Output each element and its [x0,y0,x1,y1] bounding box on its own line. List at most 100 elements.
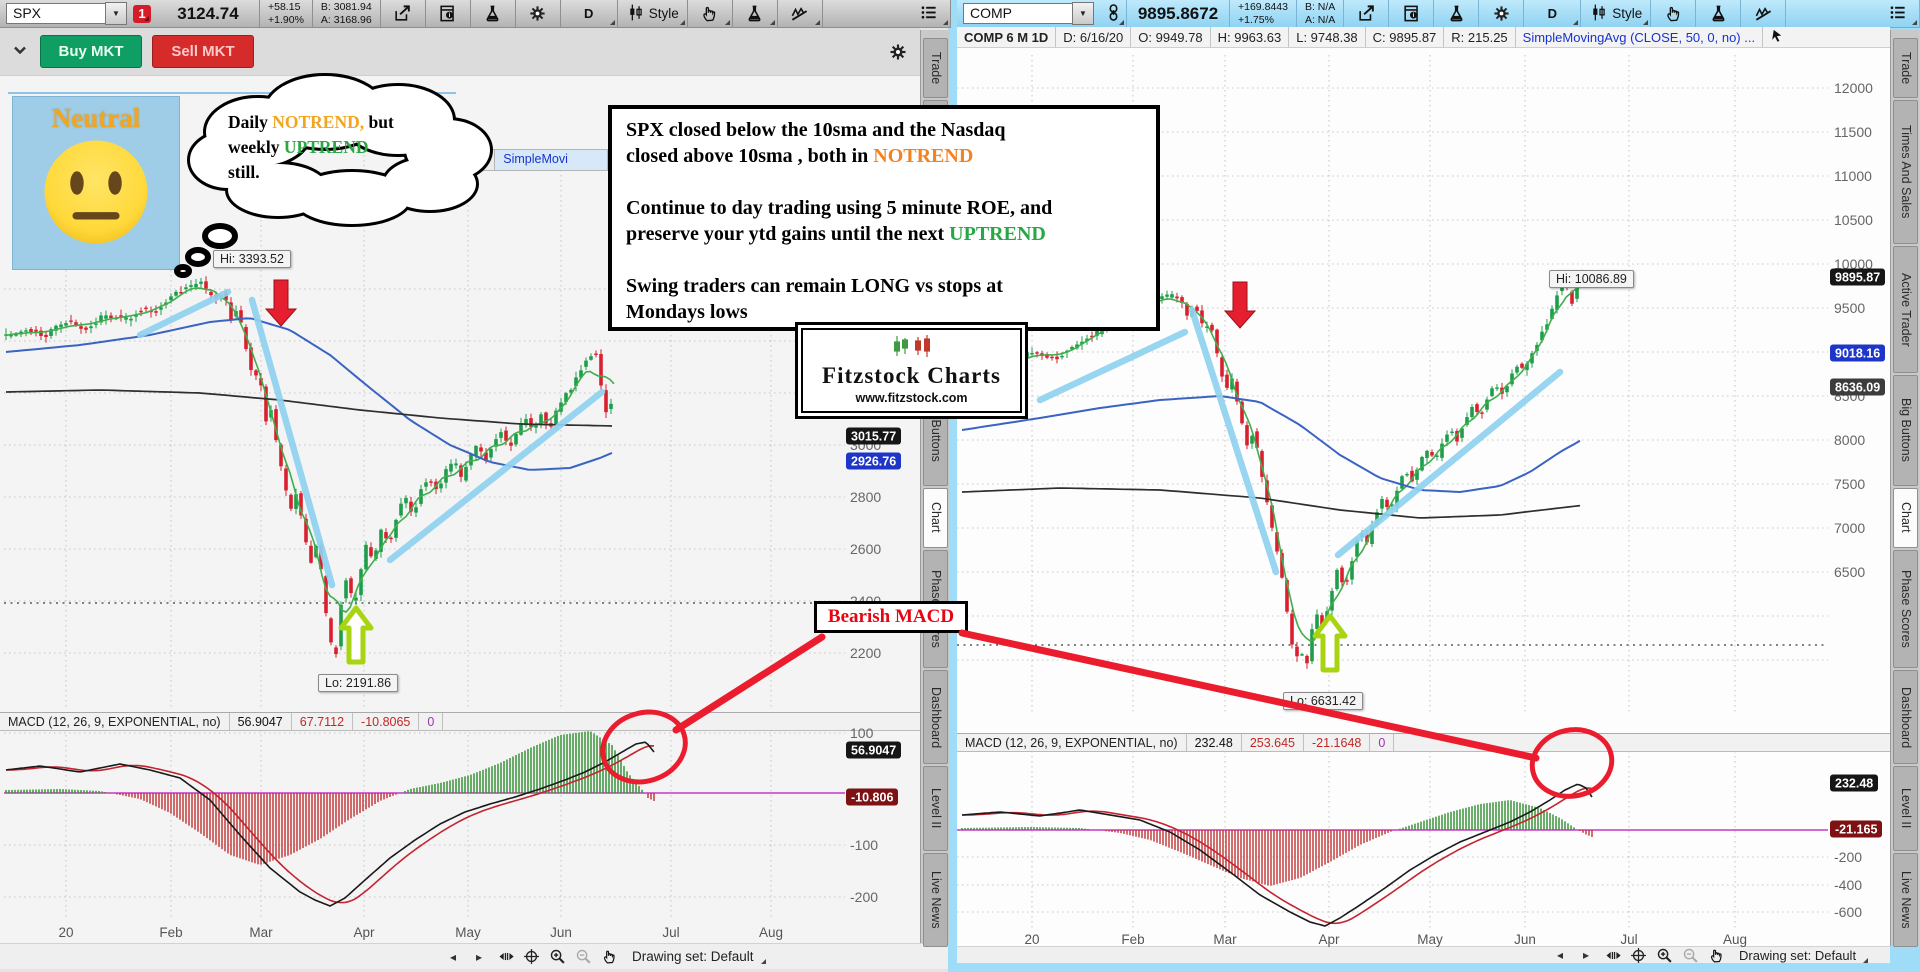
chevron-down-icon[interactable]: ▼ [1072,2,1094,25]
time-axis-label: Jul [1620,932,1638,947]
drawing-set-menu[interactable]: Drawing set: Default [632,949,766,964]
flask-icon[interactable] [471,0,516,27]
status-bar-comp: ◂ ▸ Drawing set: Default [957,946,1890,963]
ohlc-cell: H: 9963.63 [1211,27,1290,47]
tab-chart[interactable]: Chart [923,487,948,548]
tab-chart[interactable]: Chart [1893,487,1918,548]
symbol-select-comp[interactable]: COMP ▼ [963,2,1094,25]
y-axis-label: 2200 [850,645,882,661]
tab-live-news[interactable]: Live News [923,853,948,947]
timeframe-button[interactable]: D [1524,0,1582,27]
tab-level-ii[interactable]: Level II [1893,766,1918,852]
price-badge: 56.9047 [846,741,902,759]
flask-icon[interactable] [1434,0,1480,27]
macd-value: -10.8065 [353,713,420,730]
drawings-icon[interactable] [778,0,823,27]
price-badge: 9895.87 [1830,268,1886,286]
pager-prev-icon[interactable]: ◂ [1556,948,1564,962]
macd-value: 56.9047 [230,713,292,730]
tab-level-ii[interactable]: Level II [923,766,948,852]
zoom-in-icon[interactable] [544,948,570,965]
flask-icon[interactable] [733,0,778,27]
macd-title[interactable]: MACD (12, 26, 9, EXPONENTIAL, no) [0,713,230,730]
cursor-tool-icon[interactable] [1763,27,1792,47]
symbol-value: SPX [6,3,105,24]
rich-line: Swing traders can remain LONG vs stops a… [626,275,1003,297]
sell-mkt-button[interactable]: Sell MKT [152,35,254,68]
tab-trade[interactable]: Trade [1893,38,1918,98]
tab-active-trader[interactable]: Active Trader [1893,246,1918,374]
tab-times-and-sales[interactable]: Times And Sales [1893,100,1918,244]
tab-big-buttons[interactable]: Big Buttons [1893,375,1918,486]
macd-value: 0 [1370,734,1395,751]
buy-mkt-button[interactable]: Buy MKT [40,35,142,68]
pager-prev-icon[interactable]: ◂ [449,949,457,964]
link-icon[interactable] [1100,0,1127,27]
lo-tag-spx: Lo: 2191.86 [318,674,399,692]
news-icon[interactable]: i [1389,0,1435,27]
macd-value: 67.7112 [292,713,354,730]
time-axis-label: May [455,925,481,940]
tab-dashboard[interactable]: Dashboard [1893,670,1918,764]
symbol-select-spx[interactable]: SPX ▼ [6,2,127,25]
price-badge: 2926.76 [846,452,902,470]
news-icon[interactable]: i [426,0,471,27]
alert-badge[interactable]: 1 [133,4,151,23]
price-badge: 232.48 [1830,774,1879,792]
hand-icon[interactable] [596,948,622,965]
symbol-value: COMP [963,3,1072,24]
drawings-icon[interactable] [1741,0,1787,27]
tab-dashboard[interactable]: Dashboard [923,670,948,764]
macd-value: -21.1648 [1304,734,1371,751]
collapse-chevron-icon[interactable] [10,40,30,60]
pager-next-icon[interactable]: ▸ [475,949,483,964]
price-badge: 8636.09 [1830,378,1886,396]
zoom-out-icon[interactable] [1677,947,1703,964]
study-label[interactable]: SimpleMovi [495,149,609,171]
time-axis-label: Jul [662,925,680,940]
hand-icon[interactable] [1703,947,1729,964]
change-value: +58.15 [268,0,301,13]
chevron-down-icon[interactable]: ▼ [105,2,127,25]
menu-icon[interactable] [906,0,951,27]
panel-gear-icon[interactable] [888,42,908,62]
change-cell: +169.8443 +1.75% [1230,0,1297,27]
pager-next-icon[interactable]: ▸ [1582,948,1590,962]
tab-live-news[interactable]: Live News [1893,853,1918,947]
tab-trade[interactable]: Trade [923,38,948,98]
zoom-in-icon[interactable] [1651,947,1677,964]
time-axis-label: Feb [159,925,183,940]
skip-icon[interactable] [492,948,518,965]
macd-title[interactable]: MACD (12, 26, 9, EXPONENTIAL, no) [957,734,1187,751]
style-button[interactable]: Style [618,0,688,27]
gear-icon[interactable] [1479,0,1525,27]
rich-line: Daily NOTREND, but [228,112,394,132]
y-axis-label: 100 [850,725,874,741]
gear-icon[interactable] [516,0,561,27]
ohlc-cell: L: 9748.38 [1289,27,1366,47]
rich-line: preserve your ytd gains until the next U… [626,223,1046,245]
time-axis-label: Feb [1121,932,1145,947]
change-cell: +58.15 +1.90% [260,0,313,27]
logo-name: Fitzstock Charts [822,363,1001,388]
crosshair-icon[interactable] [1625,947,1651,964]
macd-value: 0 [419,713,444,730]
hand-icon[interactable] [688,0,733,27]
logo-url: www.fitzstock.com [855,391,968,405]
drawing-set-menu[interactable]: Drawing set: Default [1739,948,1869,963]
style-button[interactable]: Style [1581,0,1652,27]
share-icon[interactable] [381,0,426,27]
share-icon[interactable] [1344,0,1390,27]
study-label[interactable]: SimpleMovingAvg (CLOSE, 50, 0, no) ... [1516,27,1764,47]
tab-phase-scores[interactable]: Phase Scores [1893,549,1918,669]
timeframe-button[interactable]: D [561,0,618,27]
skip-icon[interactable] [1599,947,1625,964]
change-value: +169.8443 [1238,0,1288,13]
crosshair-icon[interactable] [518,948,544,965]
y-axis-label: -600 [1834,904,1863,920]
flask-icon[interactable] [1696,0,1742,27]
y-axis-label: -200 [850,889,879,905]
zoom-out-icon[interactable] [570,948,596,965]
hand-icon[interactable] [1651,0,1697,27]
price-badge: 3015.77 [846,427,902,445]
